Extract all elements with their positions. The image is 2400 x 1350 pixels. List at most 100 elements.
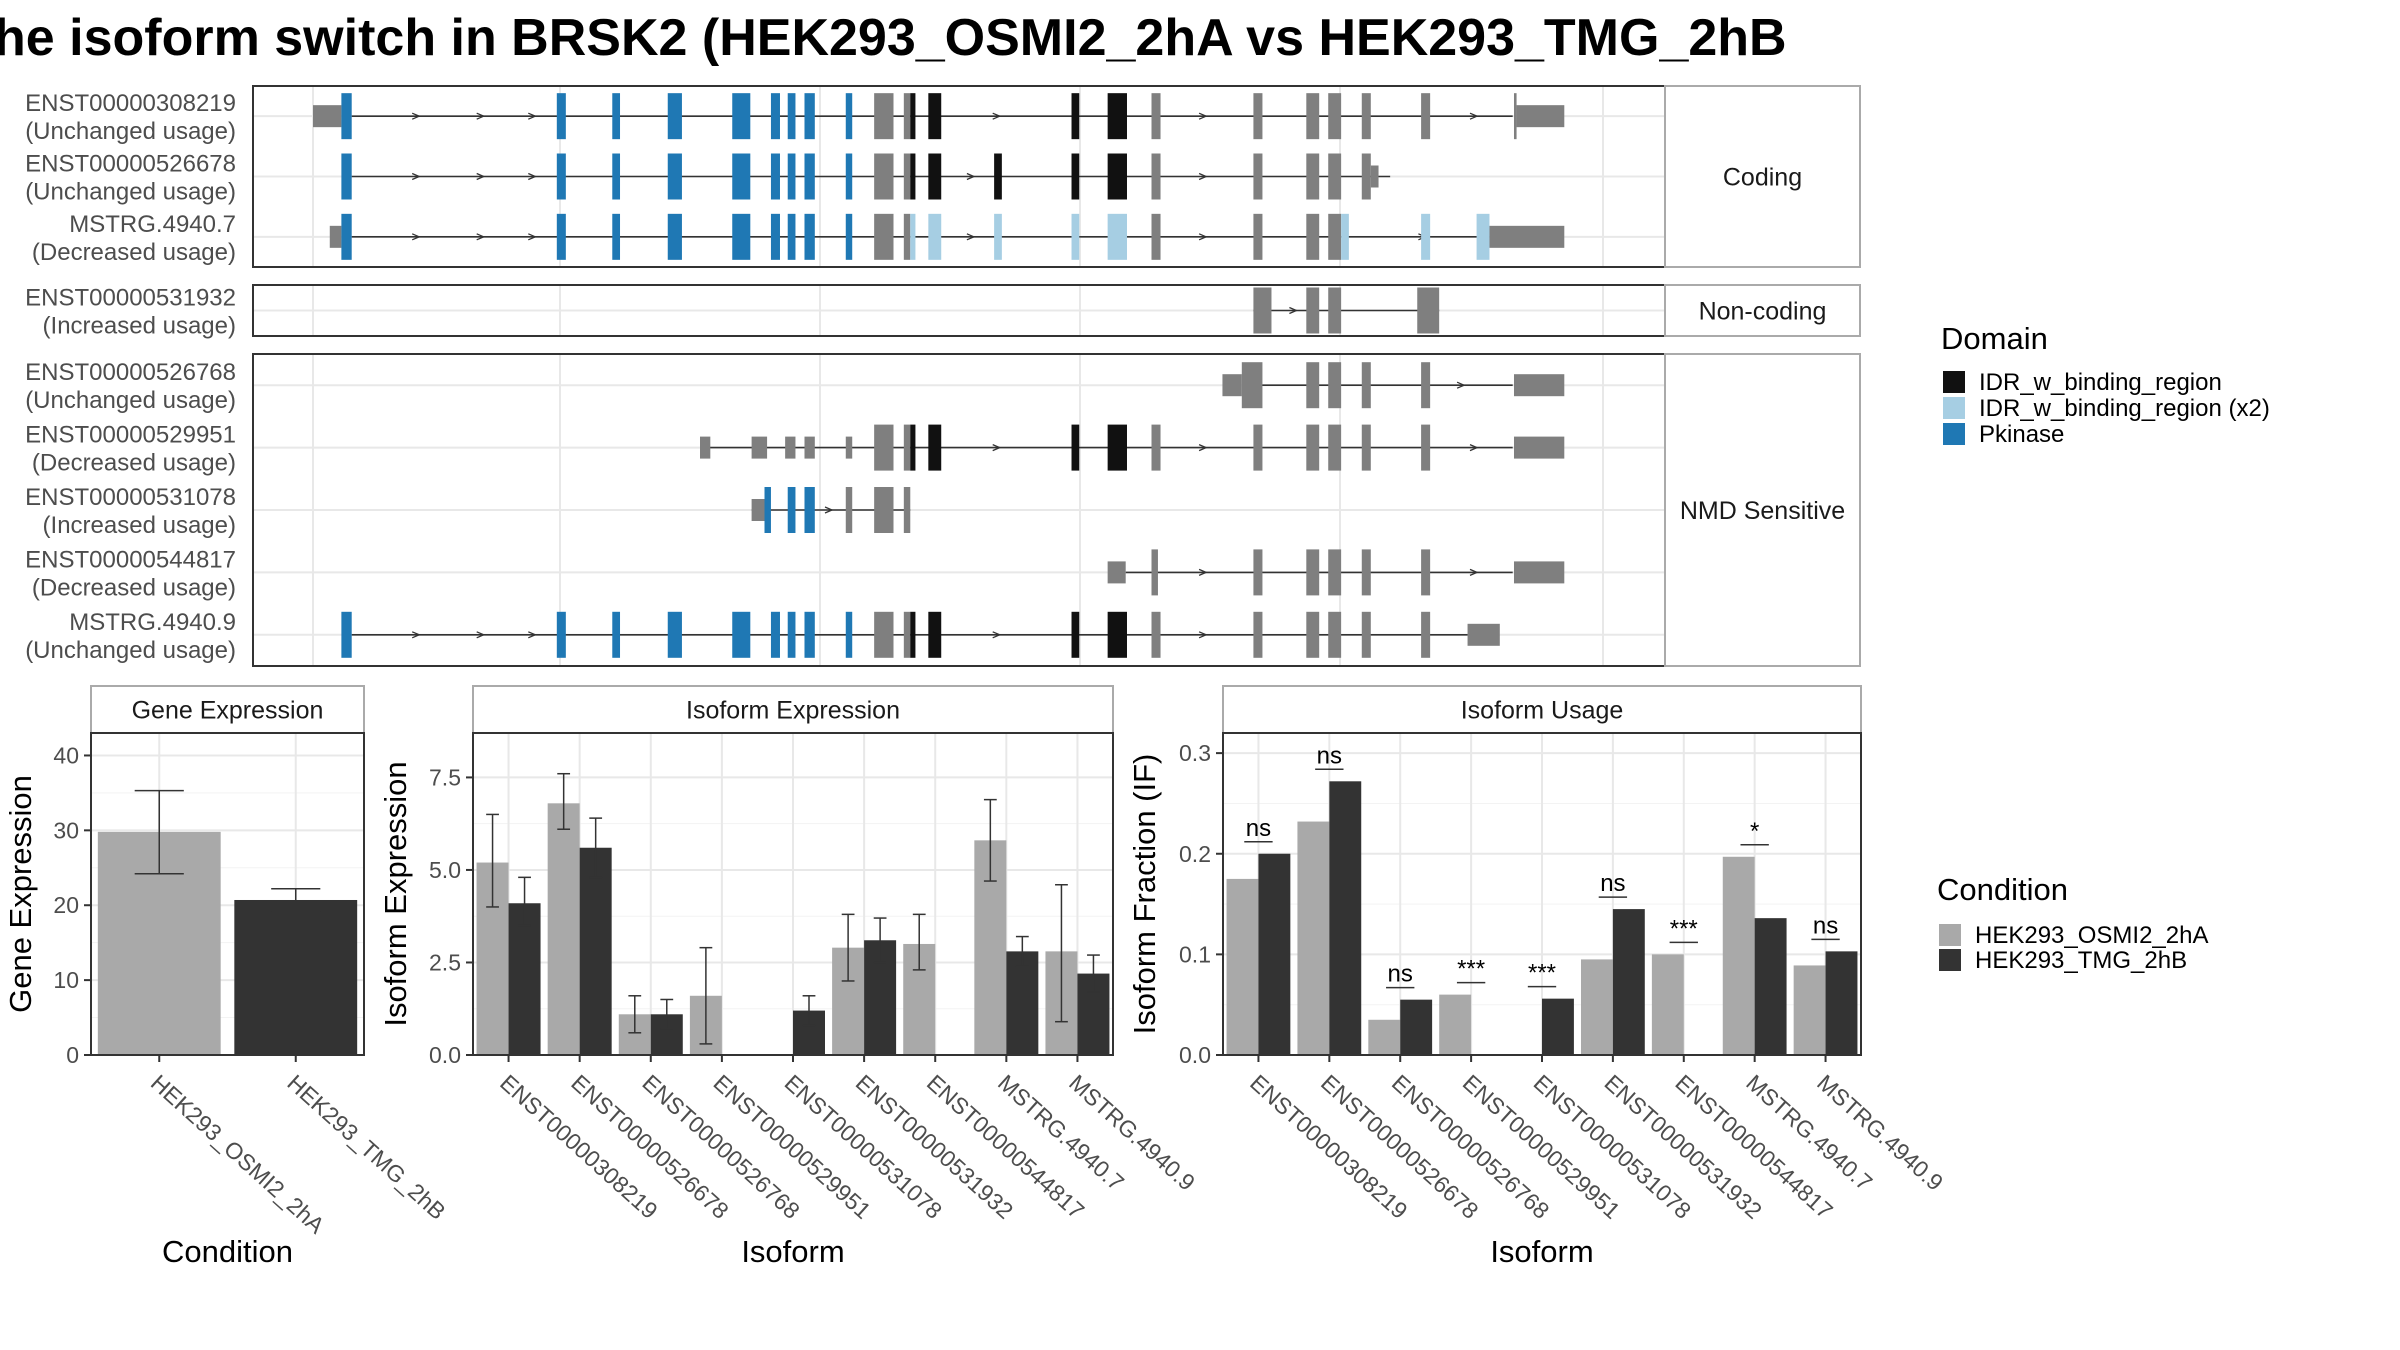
exon-block [874,93,894,140]
strand-arrow [966,233,976,241]
exon-block [1361,611,1371,658]
exon-block [1361,424,1371,471]
exon-block [1516,105,1565,128]
y-tick-label: 0.0 [1179,1042,1211,1068]
exon-block [341,611,352,658]
x-axis-title: Condition [162,1234,293,1269]
exon-block [751,499,765,521]
transcript-usage-label: (Decreased usage) [32,239,236,266]
exon-block [732,213,751,260]
exon-block [1361,362,1371,409]
exon-block [874,153,894,200]
exon-block [845,153,853,200]
y-tick-label: 40 [53,742,79,768]
exon-block [1151,153,1161,200]
legend-item-label: IDR_w_binding_region (x2) [1979,395,2270,422]
exon-block [1107,561,1126,584]
bar [1439,994,1472,1055]
significance-label: ns [1600,870,1625,897]
exon-block [764,487,771,533]
exon-block [1513,93,1517,140]
exon-block [341,213,352,260]
bar [1258,853,1291,1055]
transcript-id-label: ENST00000526678 [25,151,236,178]
exon-block [1107,611,1127,658]
exon-block [1253,213,1263,260]
exon-block [787,213,796,260]
exon-block [1328,549,1342,596]
legend-item-label: HEK293_OSMI2_2hA [1975,922,2208,949]
exon-block [1241,362,1263,409]
exon-block [732,611,751,658]
strand-arrow [992,631,1002,639]
bar [1329,781,1362,1055]
exon-block [845,611,853,658]
exon-block [1421,611,1431,658]
exon-block [341,93,352,140]
exon-block [1151,93,1161,140]
strand-arrow [476,112,486,120]
y-axis-title: Gene Expression [3,775,38,1013]
exon-block [787,487,796,533]
significance-label: ns [1388,961,1413,988]
transcript-usage-label: (Increased usage) [43,313,236,340]
strand-arrow [411,233,421,241]
transcript-track: ENST00000526678(Unchanged usage) [25,151,1391,206]
exon-block [556,153,566,200]
exon-block [1328,362,1342,409]
strand-arrow [528,233,537,241]
transcript-id-label: ENST00000544817 [25,546,236,573]
transcript-panel: ENST00000308219(Unchanged usage)ENST0000… [25,85,1861,268]
exon-block [1513,561,1565,584]
exon-block [787,611,796,658]
exon-block [556,93,566,140]
x-tick-label: MSTRG.4940.9 [1812,1069,1948,1195]
strand-arrow [992,112,1002,120]
y-tick-label: 0.3 [1179,740,1211,766]
exon-block [845,93,853,140]
exon-block [903,487,911,533]
strand-arrow [1198,172,1208,181]
exon-block [1151,424,1161,471]
exon-block [341,153,352,200]
exon-block [1253,549,1263,596]
y-tick-label: 10 [53,967,79,993]
exon-block [556,213,566,260]
bar [579,847,612,1055]
exon-block [329,225,342,248]
exon-block [770,611,780,658]
transcript-panel: ENST00000531932(Increased usage) Non-codi… [25,284,1861,340]
transcript-usage-label: (Increased usage) [43,512,236,539]
legend-swatch [1943,371,1965,393]
exon-block [700,436,711,459]
exon-block [1253,287,1272,334]
exon-block [785,436,796,459]
transcript-track: ENST00000544817(Decreased usage) [25,546,1565,601]
exon-block [1071,611,1080,658]
exon-block [845,436,853,459]
chart-title: Isoform Usage [1461,697,1624,725]
significance-label: ns [1813,912,1838,939]
exon-block [903,611,911,658]
exon-block [910,611,916,658]
x-axis-title: Isoform [1490,1234,1593,1269]
exon-block [804,436,815,459]
exon-block [994,213,1002,260]
facet-strip [1222,685,1862,734]
bar [1580,959,1613,1055]
transcript-track: ENST00000308219(Unchanged usage) [25,90,1565,145]
transcript-usage-label: (Unchanged usage) [25,387,236,414]
legend-item-label: HEK293_TMG_2hB [1975,947,2187,974]
strand-arrow [476,233,486,241]
exon-block [1306,362,1320,409]
exon-block [612,213,621,260]
exon-block [667,93,682,140]
transcript-id-label: ENST00000308219 [25,90,236,117]
bar [1226,878,1259,1055]
exon-block [1370,165,1379,188]
exon-block [1253,93,1263,140]
y-tick-label: 5.0 [429,857,461,883]
exon-block [1107,213,1127,260]
